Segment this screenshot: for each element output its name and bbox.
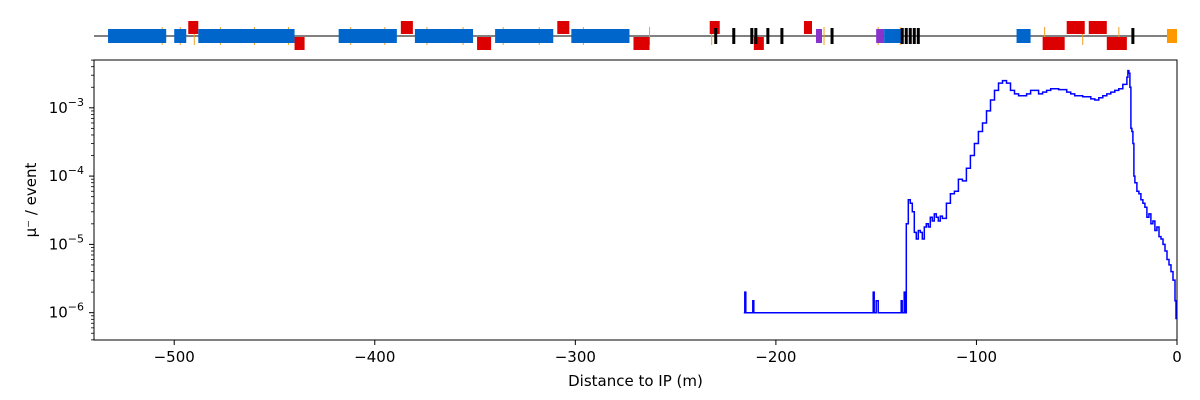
beamline-marker — [780, 28, 784, 44]
beamline-red-element — [294, 37, 305, 50]
beamline-diagram — [94, 21, 1177, 50]
y-axis: 10−6 10−5 10−4 10−3 — [49, 59, 94, 341]
beamline-marker — [1131, 28, 1135, 44]
beamline-red-element — [1106, 37, 1127, 50]
y-tick-label: 10−4 — [49, 164, 84, 185]
beamline-marker — [830, 28, 834, 44]
x-tick-label: −200 — [755, 348, 796, 366]
beamline-red-element — [1088, 21, 1107, 34]
series-layer — [743, 69, 1177, 320]
beamline-blue-element — [108, 29, 167, 43]
y-tick-label: 10−3 — [49, 96, 84, 117]
beamline-marker — [900, 28, 904, 44]
plot-frame — [93, 59, 1178, 341]
x-axis: −500 −400 −300 −200 −100 0 — [154, 340, 1182, 366]
beamline-blue-element — [571, 29, 630, 43]
beamline-red-element — [557, 21, 570, 34]
beamline-orange-element — [1166, 29, 1177, 43]
beamline-purple-element — [816, 29, 823, 43]
beamline-blue-element — [174, 29, 187, 43]
beamline-red-element — [633, 37, 650, 50]
beamline-blue-element — [414, 29, 474, 43]
y-tick-label: 10−5 — [49, 232, 84, 253]
beamline-red-element — [1042, 37, 1065, 50]
beamline-marker — [912, 28, 916, 44]
beamline-marker — [750, 28, 754, 44]
x-axis-label: Distance to IP (m) — [568, 372, 703, 390]
beamline-marker — [754, 28, 758, 44]
beamline-purple-element — [876, 29, 885, 43]
x-tick-label: −400 — [354, 348, 395, 366]
beamline-red-element — [709, 21, 720, 34]
beamline-blue-element — [1016, 29, 1031, 43]
beamline-red-element — [803, 21, 812, 34]
beamline-marker — [766, 28, 770, 44]
x-tick-label: −500 — [154, 348, 195, 366]
beamline-red-element — [400, 21, 413, 34]
x-tick-label: −300 — [555, 348, 596, 366]
y-axis-label: μ⁻ / event — [22, 162, 40, 237]
beamline-blue-element — [495, 29, 554, 43]
beamline-red-element — [753, 37, 764, 50]
beamline-marker — [908, 28, 912, 44]
beamline-marker — [732, 28, 736, 44]
beamline-blue-element — [338, 29, 397, 43]
beamline-blue-element — [884, 29, 903, 43]
beamline-red-element — [188, 21, 199, 34]
y-tick-label: 10−6 — [49, 301, 84, 322]
x-tick-label: 0 — [1172, 348, 1182, 366]
x-tick-label: −100 — [956, 348, 997, 366]
beamline-red-element — [1066, 21, 1085, 34]
beamline-marker — [714, 28, 718, 44]
beamline-marker — [904, 28, 908, 44]
beamline-marker — [916, 28, 920, 44]
series-line — [743, 69, 1177, 320]
beamline-red-element — [477, 37, 492, 50]
beamline-blue-element — [198, 29, 295, 43]
